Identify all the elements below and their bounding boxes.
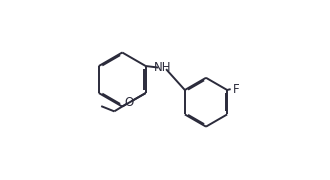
- Text: O: O: [124, 96, 134, 109]
- Text: F: F: [233, 83, 240, 96]
- Text: NH: NH: [153, 61, 171, 74]
